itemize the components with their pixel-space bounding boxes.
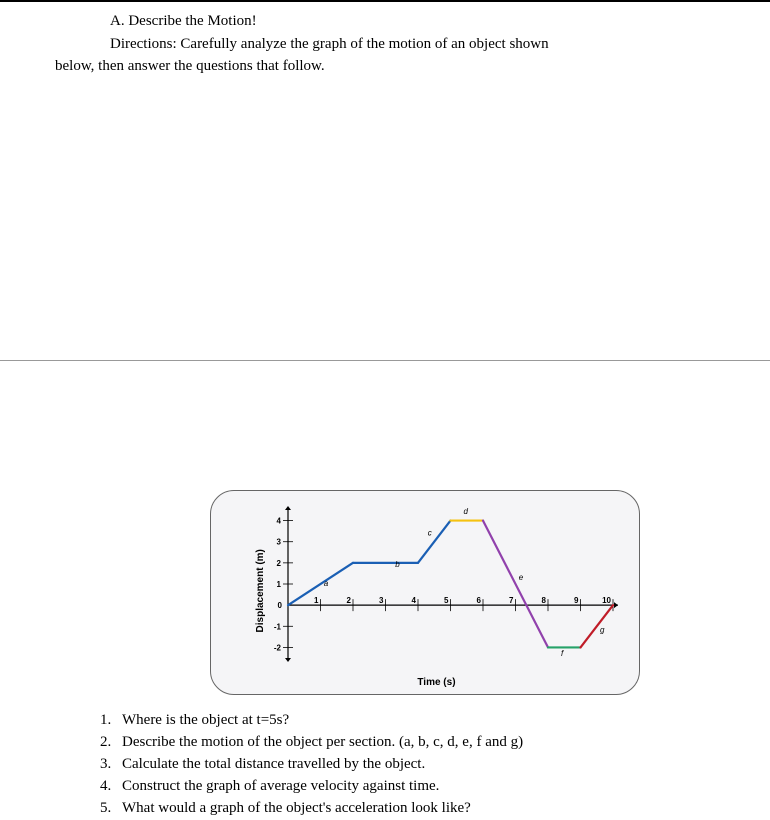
top-rule: [0, 0, 770, 2]
y-axis-label: Displacement (m): [255, 549, 266, 632]
question-text: Construct the graph of average velocity …: [122, 778, 439, 794]
segment-a: [288, 563, 353, 605]
y-tick-label: 3: [277, 538, 282, 547]
segment-label-a: a: [324, 579, 329, 588]
chart-container: Displacement (m) Time (s) 0 1 2 3 4 5 6 7 8 9 10 -2…: [210, 490, 640, 695]
tick-label-origin: 0: [278, 601, 283, 610]
mid-rule: [0, 360, 770, 361]
x-axis-label: Time (s): [417, 677, 455, 688]
question-item: 5.What would a graph of the object's acc…: [100, 798, 730, 819]
question-item: 2.Describe the motion of the object per …: [100, 732, 730, 753]
y-tick-label: -2: [274, 643, 282, 652]
question-text: Calculate the total distance travelled b…: [122, 756, 425, 772]
y-tick-label: 1: [277, 580, 282, 589]
x-tick-label: 8: [542, 596, 547, 605]
x-tick-label: 9: [574, 596, 579, 605]
question-number: 3.: [100, 754, 122, 775]
segment-label-b: b: [395, 560, 400, 569]
directions-line1: Directions: Carefully analyze the graph …: [110, 33, 730, 56]
x-tick-label: 3: [379, 596, 384, 605]
chart-card: Displacement (m) Time (s) 0 1 2 3 4 5 6 7 8 9 10 -2…: [210, 490, 640, 695]
segment-c: [418, 521, 451, 563]
question-number: 4.: [100, 776, 122, 797]
x-tick-label: 4: [412, 596, 417, 605]
y-axis-arrow-up: [285, 506, 291, 510]
chart-svg: 0 1 2 3 4 5 6 7 8 9 10 -2 -1 1 2 3 4 a b c d e f g: [266, 506, 621, 676]
section-title: A. Describe the Motion!: [110, 10, 730, 33]
segment-g: [581, 605, 614, 647]
segment-label-f: f: [561, 649, 564, 658]
segment-e: [483, 521, 548, 648]
question-text: Describe the motion of the object per se…: [122, 734, 523, 750]
segment-label-c: c: [428, 528, 432, 537]
x-tick-label: 1: [314, 596, 319, 605]
x-axis-arrow: [614, 602, 618, 608]
question-number: 2.: [100, 732, 122, 753]
question-text: What would a graph of the object's accel…: [122, 800, 471, 816]
x-tick-label: 6: [477, 596, 482, 605]
question-item: 4.Construct the graph of average velocit…: [100, 776, 730, 797]
question-text: Where is the object at t=5s?: [122, 712, 289, 728]
segment-label-e: e: [519, 573, 524, 582]
questions-block: 1.Where is the object at t=5s?2.Describe…: [100, 710, 730, 820]
y-axis-arrow-down: [285, 658, 291, 662]
question-number: 5.: [100, 798, 122, 819]
segment-label-g: g: [600, 626, 605, 635]
x-tick-label: 5: [444, 596, 449, 605]
question-item: 3.Calculate the total distance travelled…: [100, 754, 730, 775]
header-block: A. Describe the Motion! Directions: Care…: [55, 10, 730, 78]
question-number: 1.: [100, 710, 122, 731]
segment-label-d: d: [464, 507, 469, 516]
y-tick-label: 4: [277, 517, 282, 526]
x-tick-label: 10: [602, 596, 611, 605]
question-item: 1.Where is the object at t=5s?: [100, 710, 730, 731]
question-list: 1.Where is the object at t=5s?2.Describe…: [100, 710, 730, 819]
directions-line2: below, then answer the questions that fo…: [55, 55, 730, 78]
x-tick-label: 2: [347, 596, 352, 605]
x-tick-label: 7: [509, 596, 514, 605]
y-tick-label: -1: [274, 622, 282, 631]
y-tick-label: 2: [277, 559, 282, 568]
